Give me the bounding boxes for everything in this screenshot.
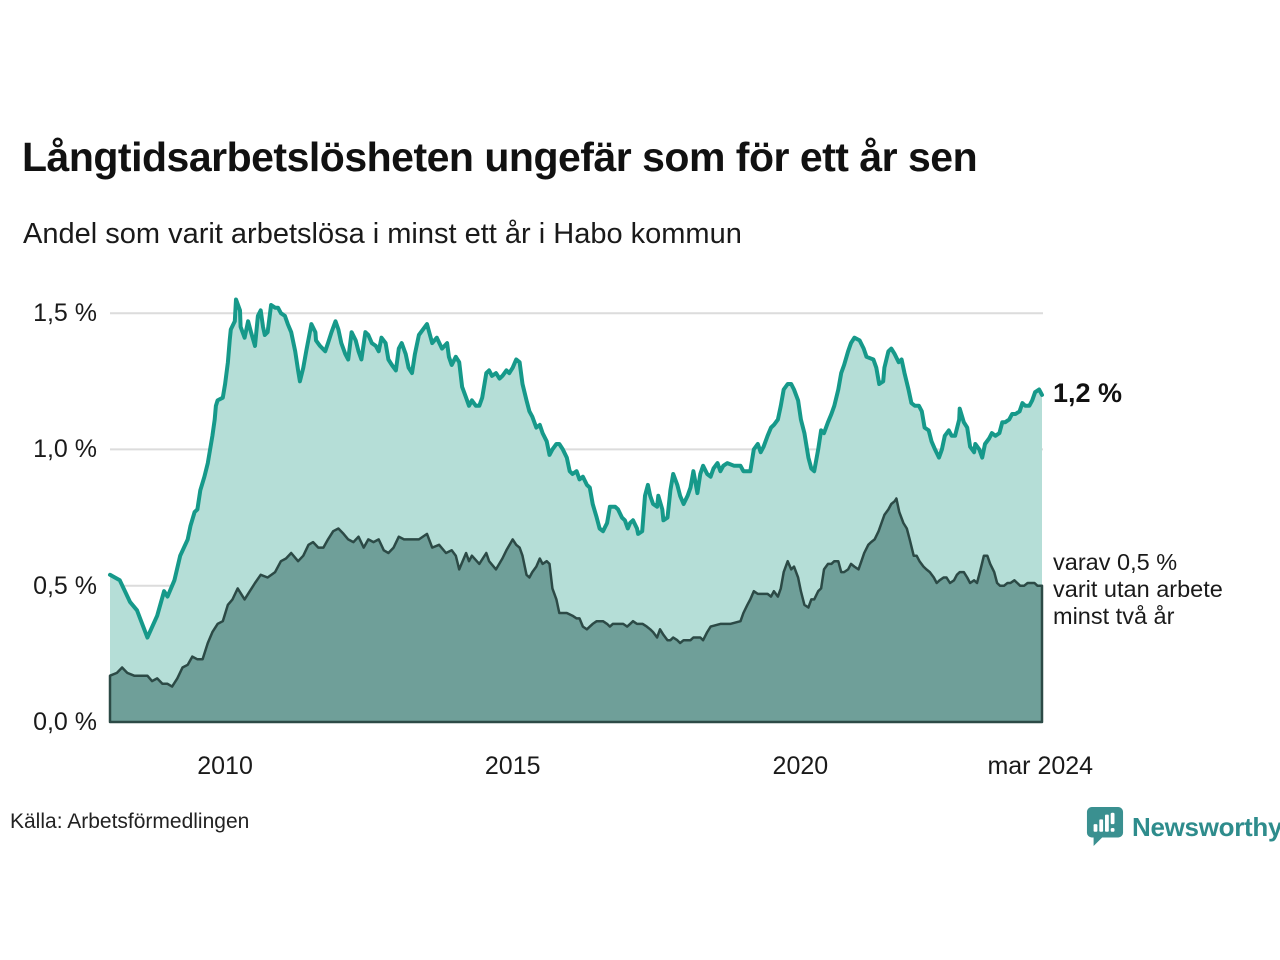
secondary-annotation-line3: minst två år — [1053, 603, 1175, 629]
newsworthy-wordmark: Newsworthy — [1132, 811, 1280, 842]
secondary-annotation-line1: varav 0,5 % — [1053, 549, 1178, 575]
y-tick-label: 0,5 % — [33, 571, 97, 600]
x-tick-label: 2010 — [197, 752, 253, 780]
newsworthy-logo: Newsworthy — [1086, 806, 1280, 848]
secondary-series-annotation: varav 0,5 % varit utan arbete minst två … — [1053, 549, 1223, 630]
y-tick-label: 1,0 % — [33, 435, 97, 464]
chart-subtitle: Andel som varit arbetslösa i minst ett å… — [23, 218, 742, 250]
page-title: Långtidsarbetslösheten ungefär som för e… — [22, 134, 978, 180]
y-tick-label: 0,0 % — [33, 708, 97, 736]
x-tick-label: mar 2024 — [987, 752, 1094, 780]
secondary-annotation-line2: varit utan arbete — [1053, 576, 1223, 602]
y-tick-label: 1,5 % — [33, 299, 97, 328]
newsworthy-bubble-chart-icon — [1086, 806, 1124, 848]
source-credit: Källa: Arbetsförmedlingen — [10, 810, 250, 833]
x-tick-label: 2015 — [484, 752, 541, 780]
x-tick-label: 2020 — [772, 752, 829, 780]
latest-value-annotation: 1,2 % — [1053, 378, 1123, 408]
